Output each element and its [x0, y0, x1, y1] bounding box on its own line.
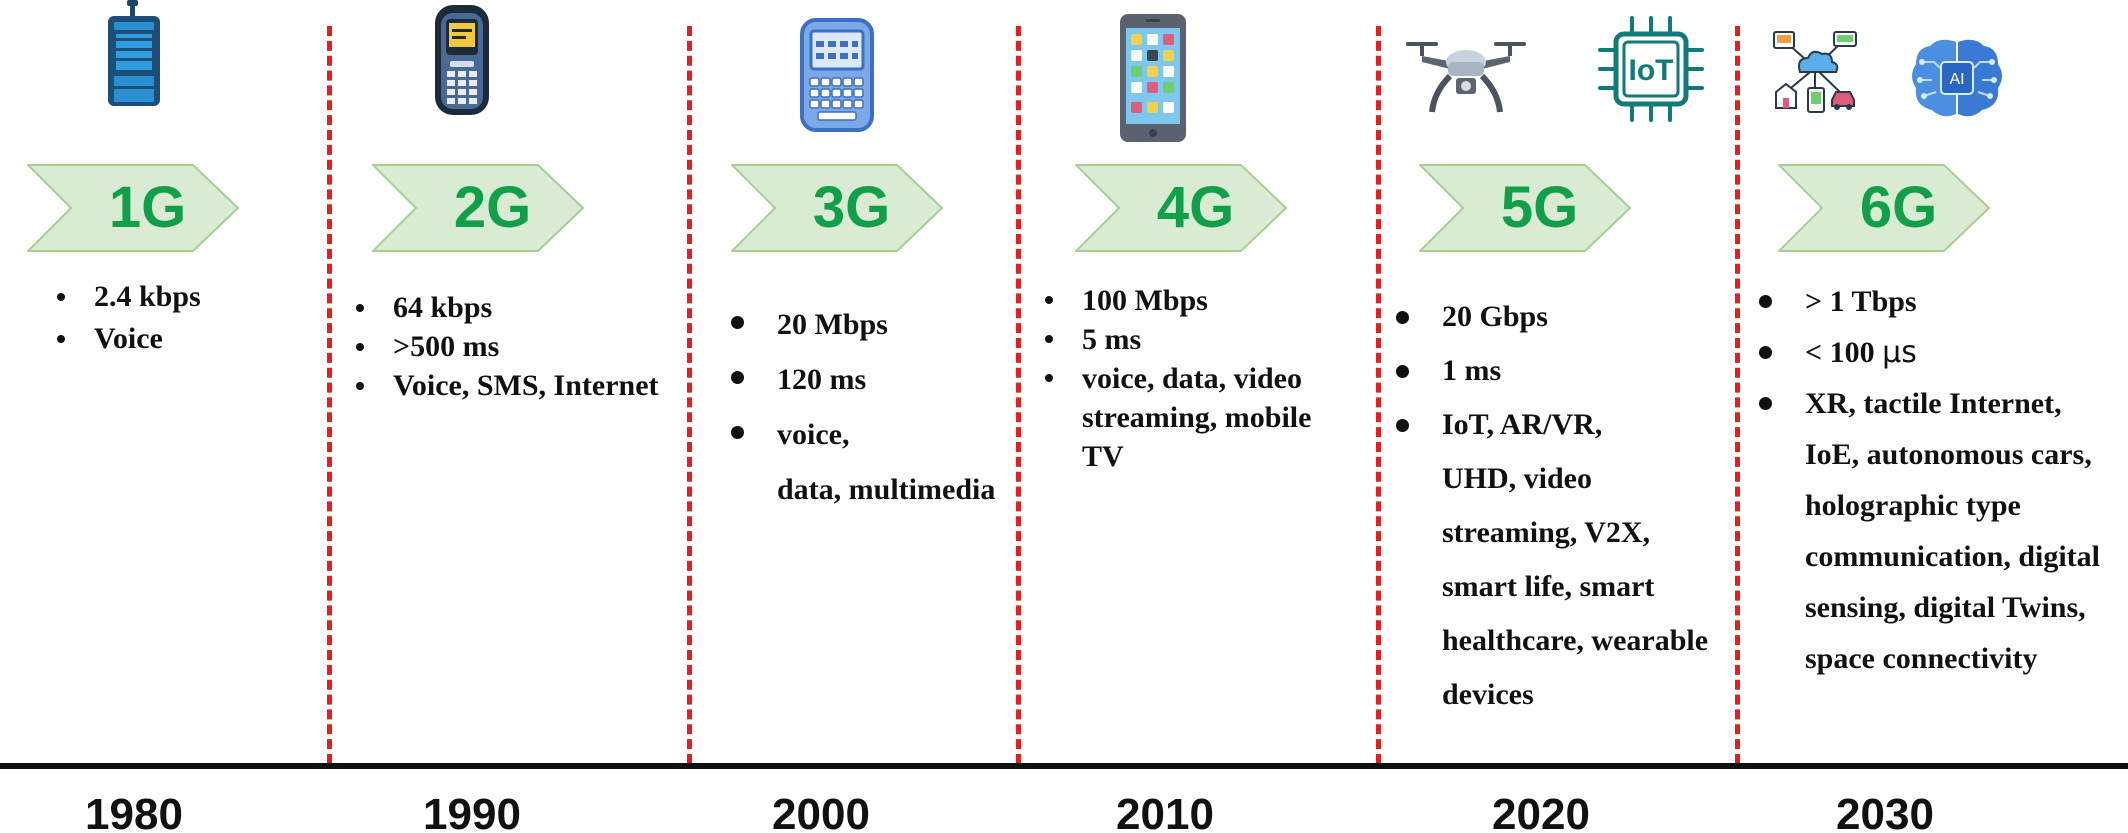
generation-arrow-3g: 3G	[731, 164, 944, 252]
ai-brain-icon: AI	[1912, 39, 2002, 117]
generation-label: 4G	[1156, 175, 1235, 240]
feature-item: 120 ms	[730, 358, 995, 401]
generation-arrow-6g: 6G	[1778, 164, 1991, 252]
feature-item: 2.4 kbps	[57, 276, 201, 318]
generation-arrow-1g: 1G	[27, 164, 240, 252]
era-divider	[1016, 26, 1021, 764]
features-list-5g: 20 Gbps 1 ms IoT, AR/VR, UHD, video stre…	[1395, 290, 1709, 722]
smartphone-icon	[1120, 14, 1186, 142]
feature-item-continuation: smart life, smart	[1442, 570, 1655, 603]
year-label-2010: 2010	[1116, 790, 1214, 833]
feature-item: 5 ms	[1044, 320, 1311, 359]
drone-icon	[1406, 42, 1526, 113]
feature-item-continuation: communication, digital	[1805, 540, 2101, 573]
latency-unit: µs	[1882, 335, 1917, 370]
feature-item-continuation: streaming, mobile	[1082, 401, 1312, 434]
feature-item: > 1 Tbps	[1758, 276, 2100, 327]
chevron-shape	[731, 164, 944, 252]
year-label-2020: 2020	[1492, 790, 1590, 833]
feature-item-continuation: UHD, video	[1442, 462, 1592, 495]
feature-item: Voice, SMS, Internet	[356, 366, 659, 405]
features-list-4g: 100 Mbps 5 ms voice, data, video streami…	[1044, 281, 1312, 476]
feature-item-continuation: streaming, V2X,	[1442, 516, 1651, 549]
feature-item-continuation: holographic type	[1805, 489, 2021, 522]
chevron-shape	[1419, 164, 1632, 252]
feature-item-continuation: TV	[1082, 440, 1124, 473]
generation-arrow-2g: 2G	[372, 164, 585, 252]
feature-item: 100 Mbps	[1044, 281, 1311, 320]
generation-label: 2G	[453, 175, 532, 240]
chevron-shape	[27, 164, 240, 252]
feature-item: 1 ms	[1395, 344, 1708, 398]
generation-label: 6G	[1859, 175, 1938, 240]
feature-phone-icon	[435, 5, 489, 115]
brick-phone-icon	[108, 0, 160, 106]
feature-item: 20 Mbps	[730, 303, 995, 346]
era-divider	[1376, 26, 1381, 764]
qwerty-phone-icon	[800, 18, 874, 132]
era-divider	[327, 26, 332, 764]
features-list-2g: 64 kbps >500 ms Voice, SMS, Internet	[356, 288, 659, 405]
iot-chip-text: IoT	[1629, 54, 1674, 87]
features-list-3g: 20 Mbps 120 ms voice, data, multimedia	[730, 303, 996, 511]
generation-label: 3G	[812, 175, 891, 240]
connected-cloud-icon	[1773, 31, 1857, 113]
feature-item: 64 kbps	[356, 288, 659, 327]
feature-item-continuation: data, multimedia	[777, 473, 996, 506]
feature-item: XR, tactile Internet,	[1758, 378, 2100, 429]
chevron-shape	[1075, 164, 1288, 252]
feature-item-continuation: healthcare, wearable	[1442, 624, 1709, 657]
feature-item-continuation: IoE, autonomous cars,	[1805, 438, 2092, 471]
features-list-6g: > 1 Tbps < 100 µs XR, tactile Internet, …	[1758, 276, 2101, 684]
feature-item: < 100 µs	[1758, 327, 2100, 378]
feature-item: IoT, AR/VR,	[1395, 398, 1708, 452]
generation-label: 5G	[1500, 175, 1579, 240]
era-divider	[1735, 26, 1740, 764]
feature-item: 20 Gbps	[1395, 290, 1708, 344]
timeline-axis	[0, 763, 2128, 769]
feature-item: Voice	[57, 318, 201, 360]
generation-arrow-5g: 5G	[1419, 164, 1632, 252]
generation-label: 1G	[108, 175, 187, 240]
iot-chip-icon: IoT	[1598, 16, 1704, 122]
chevron-shape	[372, 164, 585, 252]
generation-arrow-4g: 4G	[1075, 164, 1288, 252]
year-label-2000: 2000	[772, 790, 870, 833]
year-label-1990: 1990	[423, 790, 521, 833]
era-divider	[687, 26, 692, 764]
chevron-shape	[1778, 164, 1991, 252]
feature-item-continuation: devices	[1442, 678, 1534, 711]
year-label-1980: 1980	[85, 790, 183, 833]
features-list-1g: 2.4 kbps Voice	[57, 276, 201, 360]
feature-item: voice, data, video	[1044, 359, 1311, 398]
feature-item: voice,	[730, 413, 995, 456]
feature-item-continuation: space connectivity	[1805, 642, 2038, 675]
feature-item-continuation: sensing, digital Twins,	[1805, 591, 2086, 624]
ai-text: AI	[1949, 71, 1964, 88]
feature-item: >500 ms	[356, 327, 659, 366]
year-label-2030: 2030	[1836, 790, 1934, 833]
latency-value: < 100	[1805, 336, 1883, 369]
